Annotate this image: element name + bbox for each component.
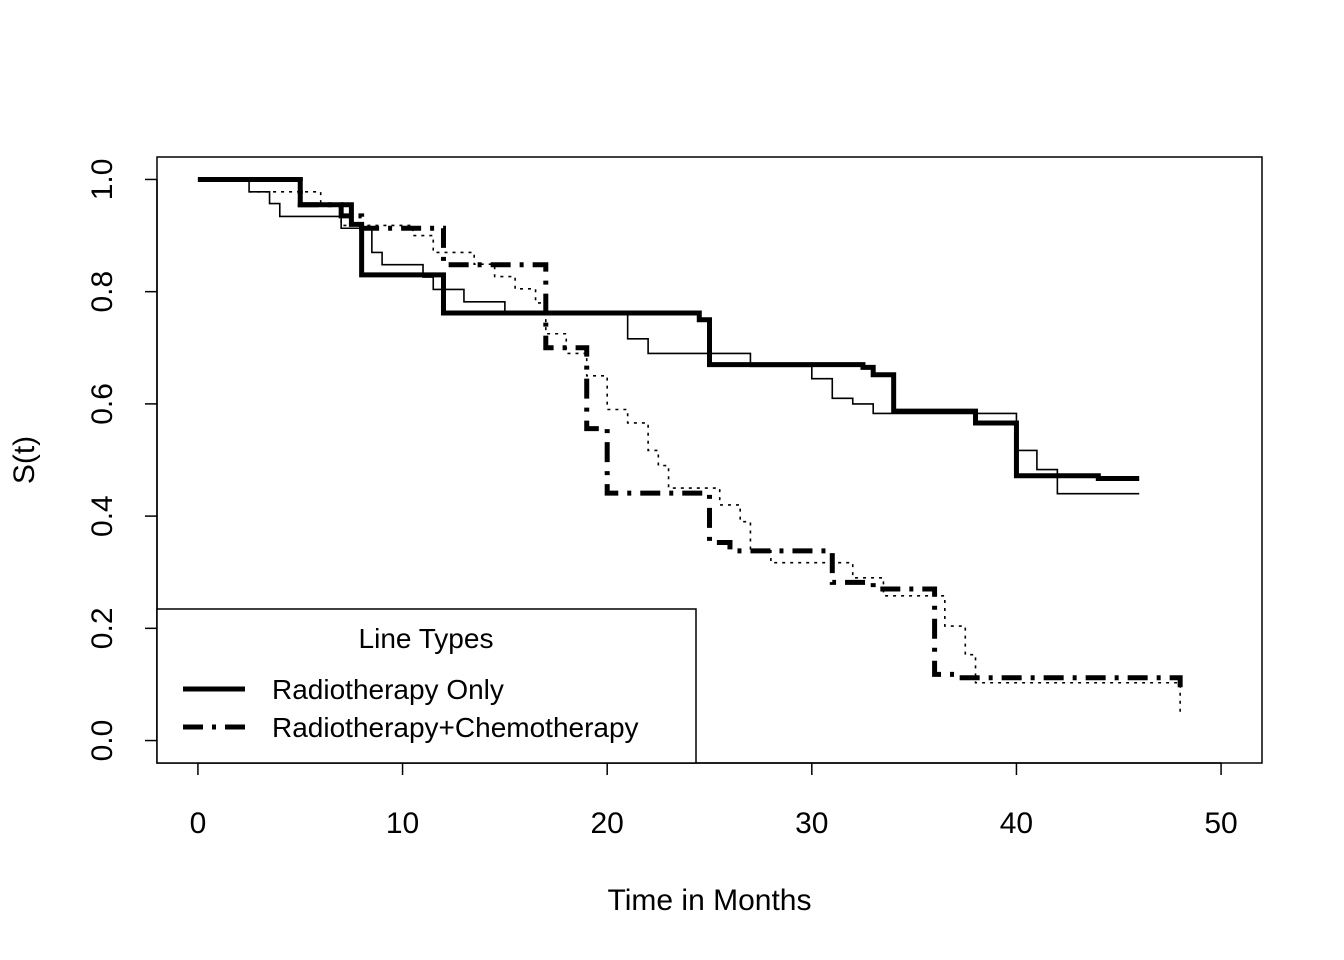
legend: Line Types Radiotherapy Only Radiotherap… (156, 608, 697, 764)
x-tick-label: 20 (590, 807, 623, 840)
series-line-solid-thin (197, 178, 1140, 495)
y-axis-label: S(t) (8, 436, 41, 484)
x-tick-label: 40 (1000, 807, 1033, 840)
y-tick-label: 0.8 (86, 271, 119, 313)
y-tick-label: 0.2 (86, 607, 119, 649)
legend-title: Line Types (359, 623, 494, 654)
x-axis-label: Time in Months (608, 884, 812, 917)
axes-layer: 0 10 20 30 40 50 0.0 0.2 0.4 0.6 0.8 1.0 (86, 159, 1238, 840)
series-line-solid-thick (197, 176, 1140, 482)
series-line-dotted-thin (249, 190, 1181, 713)
x-tick-label: 30 (795, 807, 828, 840)
y-tick-label: 0.4 (86, 495, 119, 537)
series-layer (197, 176, 1183, 713)
x-tick-label: 0 (190, 807, 207, 840)
x-tick-label: 10 (386, 807, 419, 840)
legend-label-radiotherapy-chemotherapy: Radiotherapy+Chemotherapy (272, 712, 639, 743)
y-tick-label: 0.0 (86, 720, 119, 762)
y-tick-label: 0.6 (86, 383, 119, 425)
series-line-dashdot-thick (197, 176, 1183, 696)
x-tick-label: 50 (1204, 807, 1237, 840)
legend-box (156, 608, 697, 764)
y-tick-label: 1.0 (86, 159, 119, 201)
legend-label-radiotherapy-only: Radiotherapy Only (272, 674, 504, 705)
